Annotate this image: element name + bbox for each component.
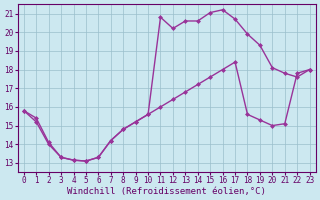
X-axis label: Windchill (Refroidissement éolien,°C): Windchill (Refroidissement éolien,°C) — [67, 187, 266, 196]
